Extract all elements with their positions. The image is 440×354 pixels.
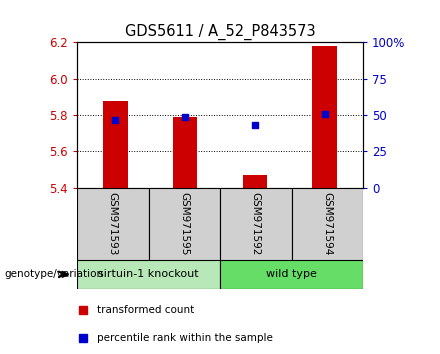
Bar [173,117,197,188]
Text: sirtuin-1 knockout: sirtuin-1 knockout [98,269,199,279]
Text: GSM971593: GSM971593 [108,192,118,256]
Bar [148,188,220,260]
Text: GSM971592: GSM971592 [251,192,261,256]
Text: GSM971594: GSM971594 [322,192,332,256]
Bar [220,188,291,260]
Bar [77,188,148,260]
Bar [77,260,220,289]
Bar [312,46,337,188]
Text: wild type: wild type [266,269,317,279]
Title: GDS5611 / A_52_P843573: GDS5611 / A_52_P843573 [125,23,315,40]
Text: genotype/variation: genotype/variation [4,269,103,279]
Text: transformed count: transformed count [97,305,194,315]
Bar [220,260,363,289]
Bar [103,101,128,188]
Bar [243,175,267,188]
Text: percentile rank within the sample: percentile rank within the sample [97,333,273,343]
Bar [291,188,363,260]
Text: GSM971595: GSM971595 [179,192,189,256]
